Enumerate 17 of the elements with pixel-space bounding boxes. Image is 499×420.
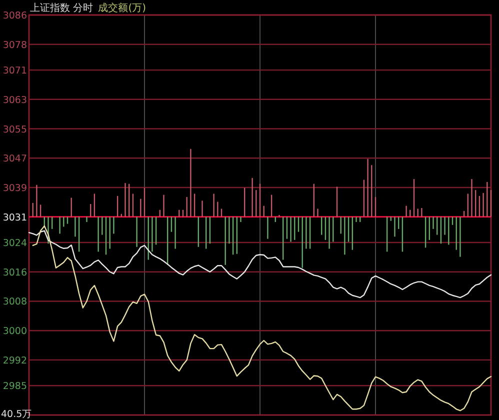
y-tick-label: 3055 — [2, 124, 27, 136]
y-tick-label: 3071 — [2, 66, 27, 77]
chart-subtitle: 成交额(万) — [98, 2, 146, 14]
y-tick-label: 3047 — [2, 154, 27, 165]
y-tick-label: 3031 — [2, 212, 27, 224]
y-tick-label: 3078 — [2, 40, 27, 51]
annotation: 40.5万 — [1, 409, 32, 420]
y-tick-label: 3039 — [2, 182, 27, 194]
y-tick-label: 3008 — [2, 296, 27, 308]
y-tick-label: 3000 — [2, 326, 27, 338]
chart-title: 上证指数 分时 — [30, 3, 94, 14]
y-tick-label: 2992 — [2, 355, 27, 366]
y-tick-label: 3024 — [2, 238, 27, 250]
y-tick-label: 2985 — [2, 381, 27, 392]
y-tick-label: 3016 — [2, 267, 27, 278]
y-tick-label: 3063 — [2, 94, 27, 106]
y-tick-label: 3086 — [2, 10, 27, 22]
